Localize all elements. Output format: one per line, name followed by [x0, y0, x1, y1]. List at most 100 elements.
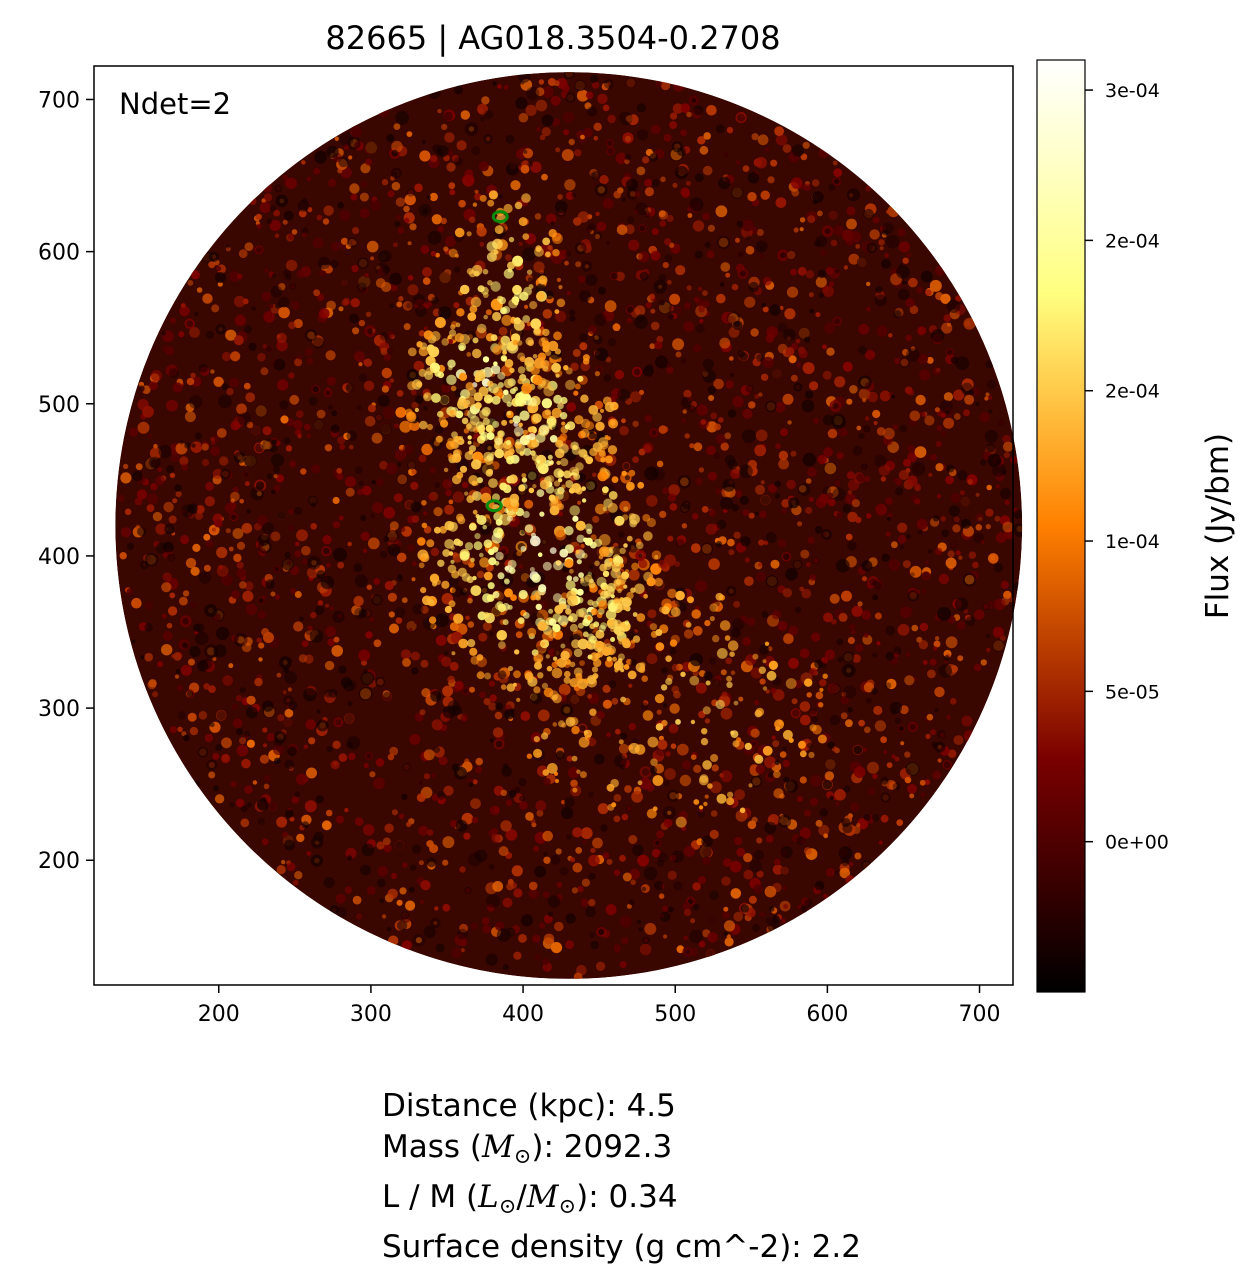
noise-speckle: [233, 416, 245, 428]
dark-speckle: [344, 713, 354, 724]
noise-speckle: [735, 112, 747, 124]
dark-speckle: [233, 632, 248, 647]
dark-speckle: [842, 651, 855, 664]
emission-speckle: [587, 599, 594, 606]
emission-speckle: [459, 465, 468, 473]
dark-speckle: [626, 306, 634, 313]
noise-speckle: [880, 736, 887, 744]
noise-speckle: [343, 432, 351, 440]
emission-speckle: [623, 543, 628, 548]
dark-speckle: [421, 139, 426, 144]
noise-speckle: [445, 489, 452, 497]
dark-speckle: [347, 701, 353, 707]
emission-speckle: [546, 417, 557, 428]
emission-speckle: [608, 557, 613, 563]
noise-speckle: [541, 127, 551, 137]
noise-speckle: [602, 309, 615, 322]
noise-speckle: [905, 468, 911, 473]
emission-speckle: [514, 649, 520, 655]
noise-speckle: [647, 609, 657, 619]
noise-speckle: [288, 766, 294, 772]
dark-speckle: [140, 560, 149, 570]
noise-speckle: [494, 711, 503, 720]
noise-speckle: [190, 270, 200, 280]
dark-speckle: [681, 500, 691, 510]
dark-speckle: [194, 311, 199, 317]
noise-speckle: [932, 367, 941, 376]
dark-speckle: [520, 529, 526, 535]
noise-speckle: [790, 268, 797, 276]
noise-speckle: [1002, 521, 1014, 533]
emission-speckle: [572, 576, 579, 582]
noise-speckle: [727, 315, 736, 324]
emission-speckle: [576, 608, 585, 618]
noise-speckle: [492, 881, 504, 892]
dark-speckle: [598, 286, 606, 295]
dark-speckle: [704, 241, 711, 248]
emission-speckle: [486, 241, 498, 253]
emission-speckle: [507, 604, 513, 610]
noise-speckle: [805, 562, 812, 568]
noise-speckle: [680, 418, 686, 424]
noise-speckle: [332, 740, 341, 749]
noise-speckle: [404, 193, 416, 206]
emission-speckle: [804, 678, 813, 687]
noise-speckle: [768, 483, 777, 493]
noise-speckle: [175, 491, 182, 498]
dark-speckle: [823, 461, 838, 476]
noise-speckle: [344, 807, 349, 813]
noise-speckle: [675, 265, 686, 276]
noise-speckle: [542, 891, 550, 898]
dark-speckle: [266, 218, 273, 225]
noise-speckle: [848, 861, 854, 867]
noise-speckle: [518, 241, 523, 247]
noise-speckle: [396, 215, 401, 220]
dark-speckle: [543, 851, 548, 857]
dark-speckle: [814, 880, 825, 891]
dark-speckle: [250, 486, 264, 501]
dark-speckle: [527, 161, 533, 167]
ndet-annotation: Ndet=2: [119, 87, 231, 121]
dark-speckle: [184, 442, 191, 449]
dark-speckle: [278, 296, 290, 308]
dark-speckle: [758, 253, 765, 259]
dark-speckle: [579, 290, 591, 303]
noise-speckle: [624, 785, 632, 793]
noise-speckle: [375, 414, 383, 422]
noise-speckle: [704, 718, 711, 724]
noise-speckle: [894, 756, 900, 762]
noise-speckle: [624, 135, 632, 142]
noise-speckle: [174, 674, 180, 679]
noise-speckle: [420, 659, 429, 668]
emission-speckle: [578, 736, 590, 748]
emission-speckle: [501, 314, 513, 326]
noise-speckle: [773, 858, 781, 866]
dark-speckle: [731, 187, 744, 199]
dark-speckle: [954, 597, 969, 611]
noise-speckle: [577, 211, 590, 223]
dark-speckle: [140, 655, 145, 660]
noise-speckle: [619, 915, 632, 928]
noise-speckle: [1000, 580, 1009, 590]
noise-speckle: [380, 347, 389, 356]
dark-speckle: [938, 664, 952, 678]
noise-speckle: [588, 854, 600, 867]
x-tick-label: 400: [502, 1002, 544, 1027]
noise-speckle: [405, 900, 416, 911]
noise-speckle: [935, 463, 944, 472]
emission-speckle: [501, 343, 510, 352]
noise-speckle: [301, 640, 309, 648]
emission-speckle: [565, 379, 576, 390]
dark-speckle: [621, 197, 627, 203]
noise-speckle: [734, 489, 743, 498]
noise-speckle: [680, 187, 690, 197]
colorbar-tick-label: 2e-04: [1105, 381, 1160, 403]
dark-speckle: [973, 532, 984, 544]
dark-speckle: [221, 383, 229, 391]
noise-speckle: [606, 146, 615, 156]
noise-speckle: [591, 81, 600, 89]
noise-speckle: [898, 469, 910, 481]
noise-speckle: [421, 443, 433, 456]
noise-speckle: [847, 489, 853, 495]
